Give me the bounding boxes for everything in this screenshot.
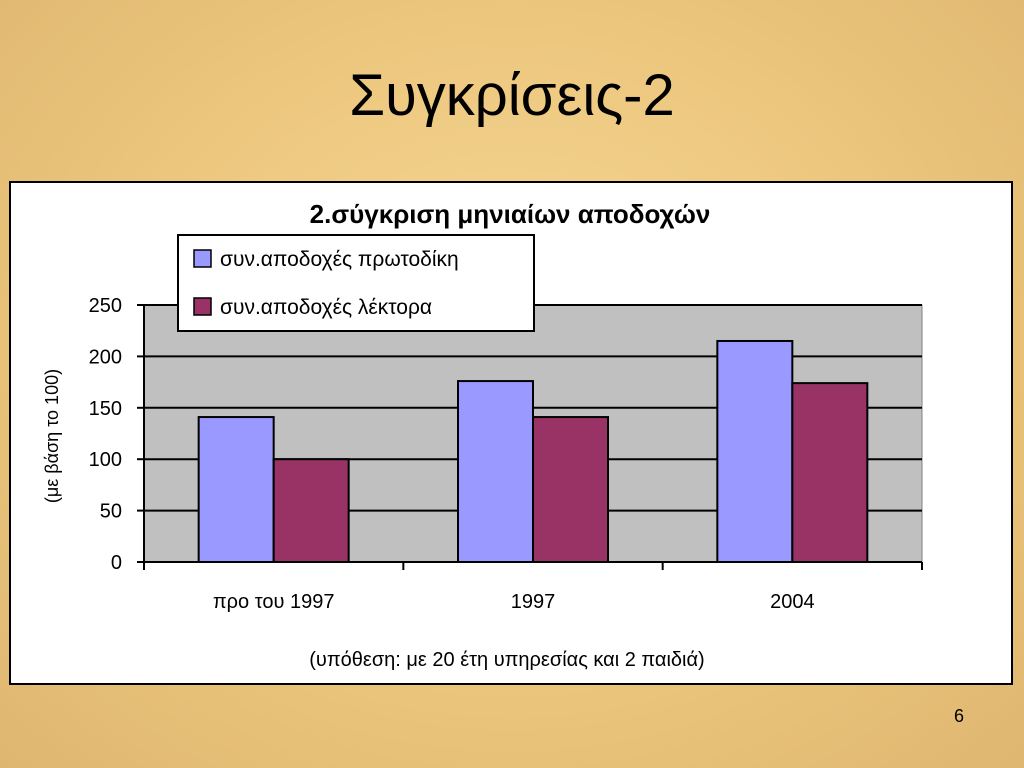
bar-series-1 bbox=[716, 339, 794, 564]
x-tick-label: 2004 bbox=[770, 591, 815, 613]
y-tick-label: 150 bbox=[89, 398, 122, 420]
x-tick-label: 1997 bbox=[511, 591, 556, 613]
y-tick-label: 100 bbox=[89, 449, 122, 471]
legend-label: συν.αποδοχές πρωτοδίκη bbox=[220, 248, 459, 271]
y-tick-label: 200 bbox=[89, 346, 122, 368]
y-axis-label: (με βάση το 100) bbox=[42, 369, 62, 503]
page-number: 6 bbox=[953, 706, 964, 726]
legend: συν.αποδοχές πρωτοδίκη συν.αποδοχές λέκτο… bbox=[177, 234, 535, 332]
legend-box bbox=[177, 234, 535, 332]
y-tick-label: 50 bbox=[100, 501, 122, 523]
x-axis-note: (υπόθεση: με 20 έτη υπηρεσίας και 2 παιδ… bbox=[309, 649, 704, 671]
bars bbox=[197, 339, 869, 564]
slide-title: Συγκρίσεις-2 bbox=[349, 63, 675, 128]
legend-swatch bbox=[193, 249, 212, 268]
bar-series-1 bbox=[457, 380, 534, 563]
chart-title: 2.σύγκριση μηνιαίων αποδοχών bbox=[310, 199, 711, 229]
bar-series-1 bbox=[197, 416, 275, 563]
bar-series-2 bbox=[791, 382, 869, 563]
x-tick-label: προ του 1997 bbox=[213, 591, 335, 613]
bar-series-2 bbox=[272, 458, 350, 564]
axes: 0 50 100 150 200 250 προ του 1997 1997 2004 bbox=[89, 295, 923, 613]
bar-series-2 bbox=[532, 416, 609, 563]
y-tick-label: 0 bbox=[111, 552, 122, 574]
legend-swatch bbox=[193, 297, 212, 316]
y-tick-label: 250 bbox=[89, 295, 122, 317]
legend-label: συν.αποδοχές λέκτορα bbox=[220, 296, 432, 319]
